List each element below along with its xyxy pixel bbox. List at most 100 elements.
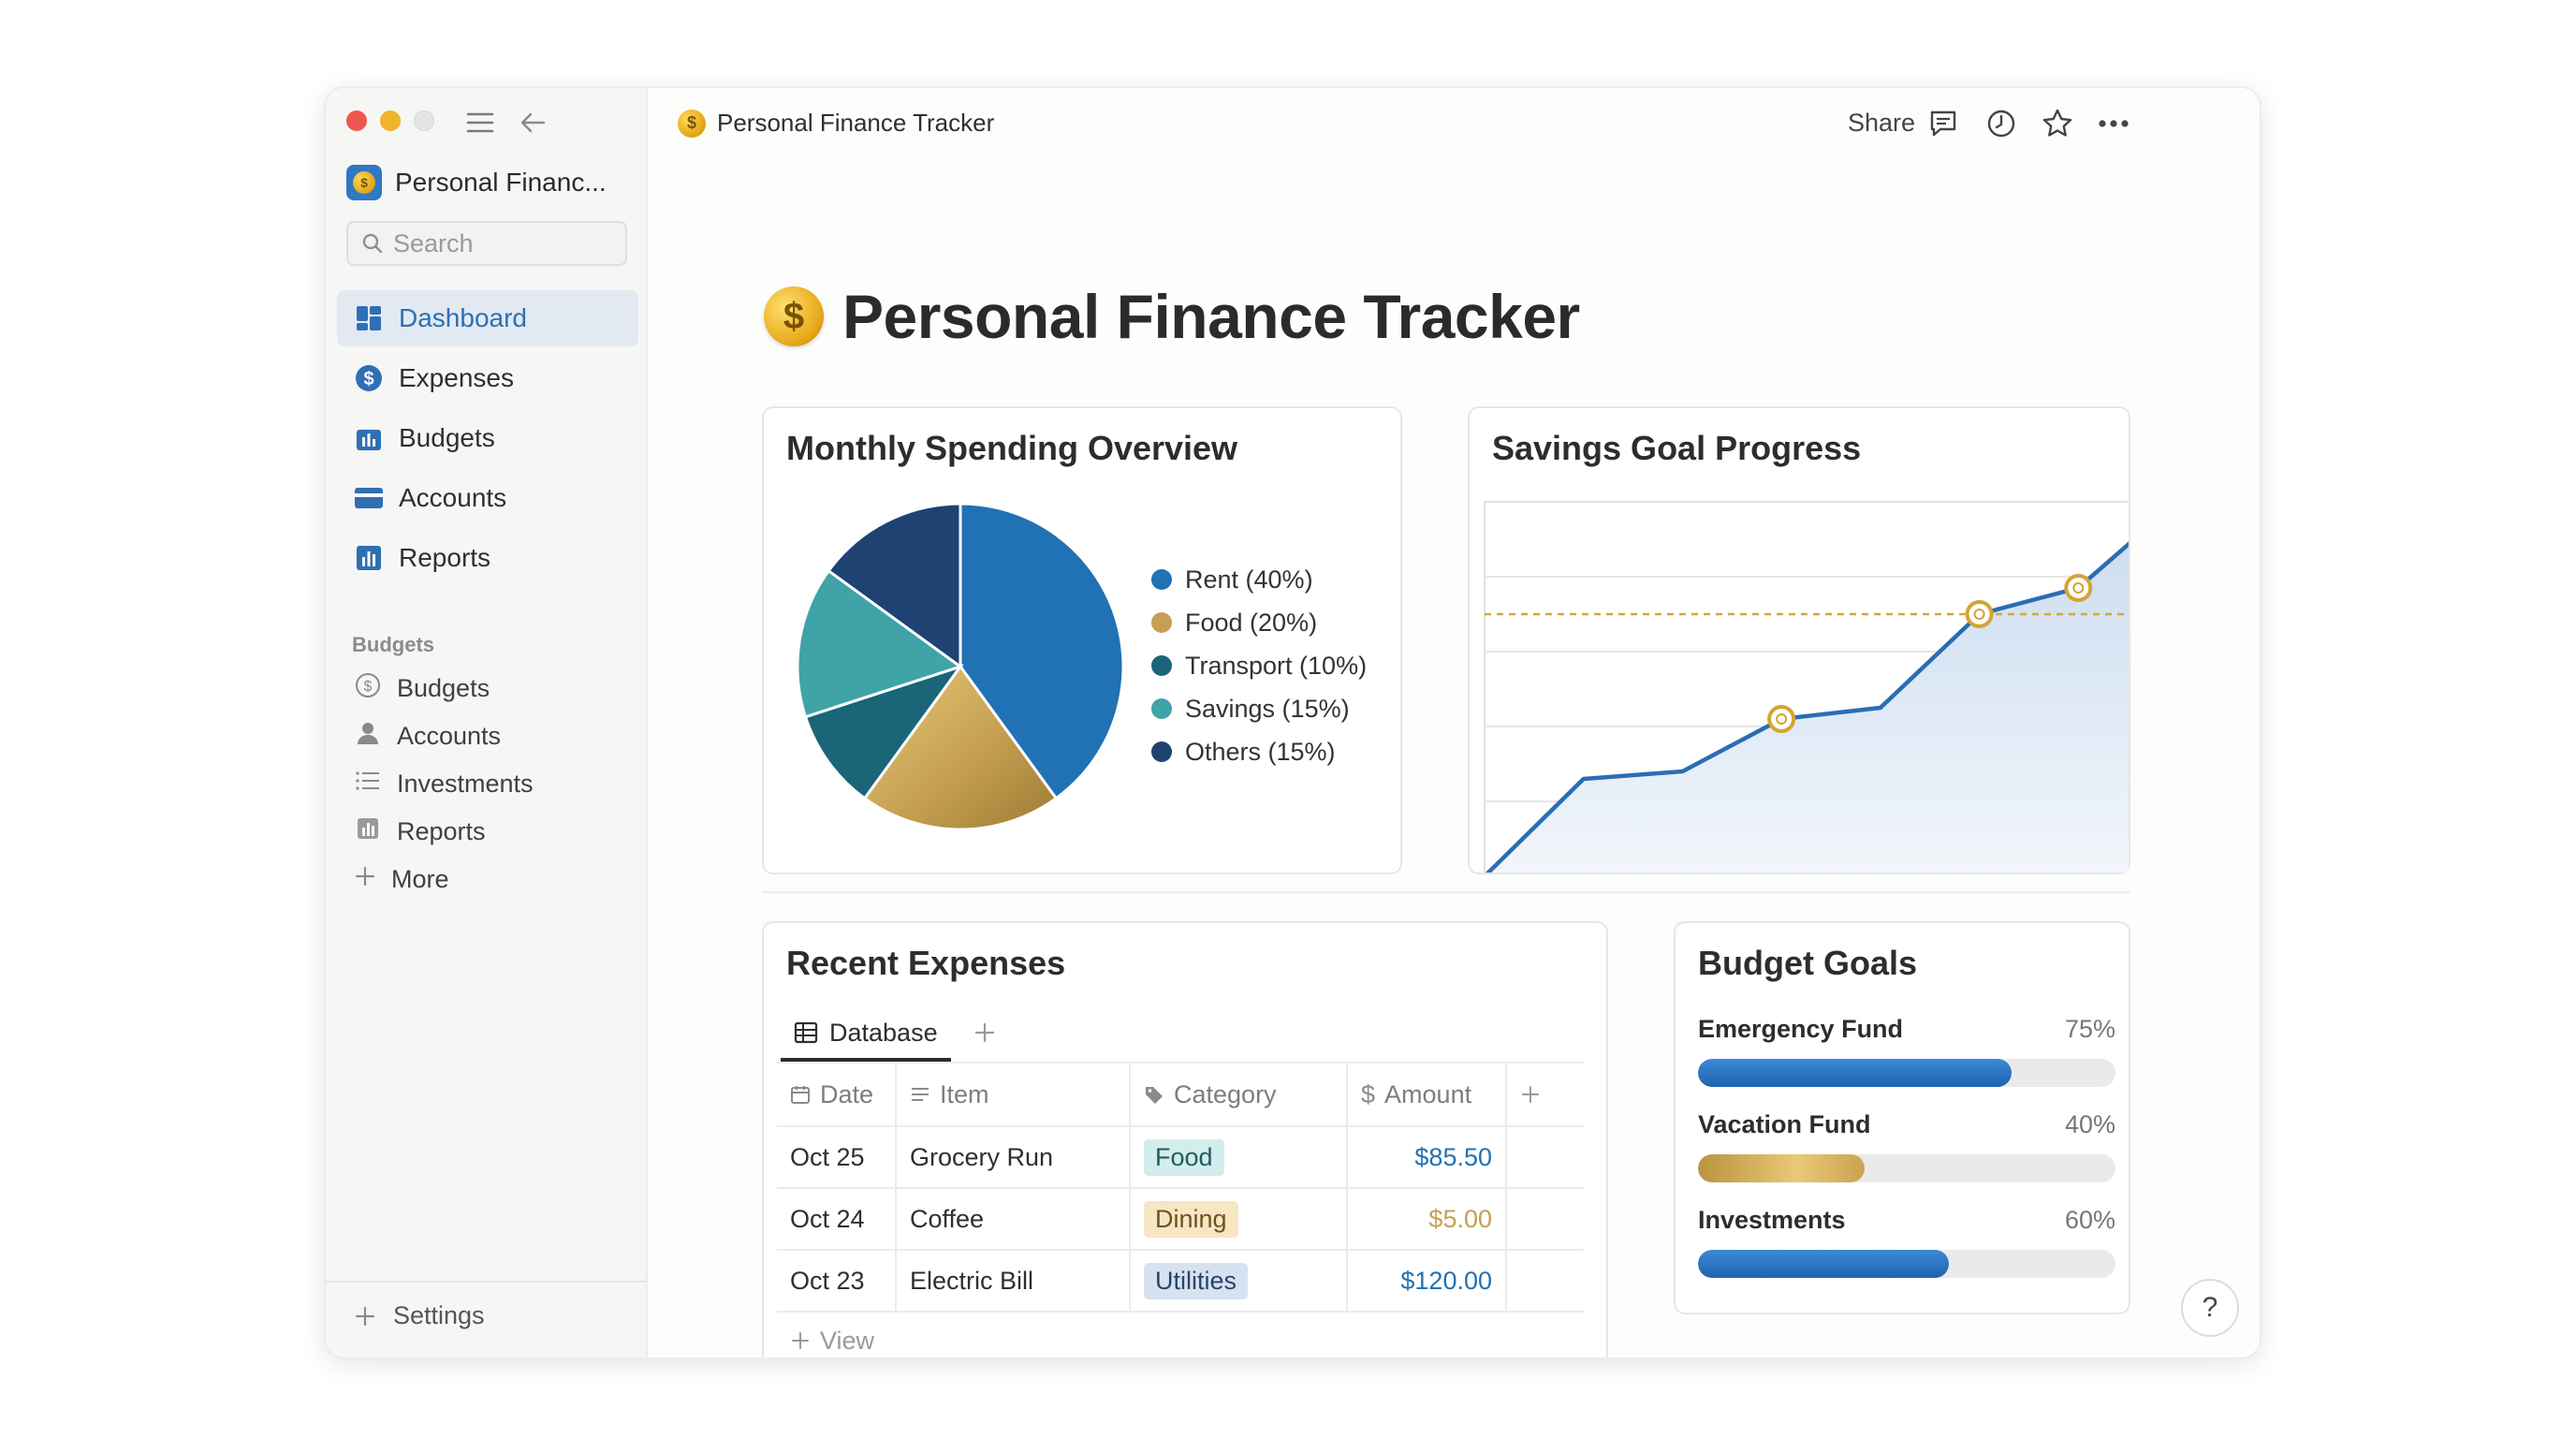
goal-progress-fill — [1698, 1154, 1866, 1182]
section-divider — [762, 891, 2130, 893]
search-icon — [362, 233, 383, 254]
cell-amount: $5.00 — [1348, 1189, 1507, 1249]
spending-pie-chart — [796, 502, 1125, 831]
tab-database[interactable]: Database — [781, 1007, 951, 1062]
share-button[interactable]: Share — [1848, 109, 1916, 137]
chart-icon — [354, 814, 382, 849]
list-icon — [354, 767, 382, 801]
savings-line-chart — [1484, 501, 2129, 873]
sidebar-item-label: More — [391, 864, 449, 893]
page-title: $ Personal Finance Tracker — [764, 281, 1580, 352]
column-header-category[interactable]: Category — [1131, 1064, 1348, 1125]
pie-slice-others[interactable] — [827, 502, 962, 669]
legend-swatch — [1151, 612, 1172, 633]
data-point-marker[interactable] — [1767, 705, 1796, 733]
pie-slice-rent[interactable] — [959, 502, 1125, 800]
legend-swatch — [1151, 741, 1172, 762]
legend-label: Transport (10%) — [1185, 651, 1368, 680]
table-row[interactable]: Oct 24 Coffee Dining $5.00 — [777, 1187, 1584, 1249]
data-point-marker[interactable] — [2064, 574, 2093, 602]
sidebar-item-reports-secondary[interactable]: Reports — [337, 808, 638, 855]
column-header-amount[interactable]: $ Amount — [1348, 1064, 1507, 1125]
history-icon[interactable] — [1984, 107, 2018, 140]
sidebar: $ Personal Financ... Search Dashboard $ … — [326, 88, 648, 1357]
sidebar-item-investments[interactable]: Investments — [337, 760, 638, 807]
search-input[interactable]: Search — [346, 221, 627, 266]
comment-icon[interactable] — [1926, 107, 1960, 140]
breadcrumb[interactable]: $ Personal Finance Tracker — [678, 109, 994, 138]
more-options-icon[interactable] — [2097, 107, 2130, 140]
settings-button[interactable]: Settings — [354, 1301, 485, 1330]
goal-name: Vacation Fund — [1698, 1110, 1871, 1138]
sidebar-item-accounts-secondary[interactable]: Accounts — [337, 712, 638, 759]
settings-label: Settings — [393, 1301, 485, 1329]
help-button[interactable]: ? — [2181, 1279, 2239, 1337]
expenses-table: Date Item Category $ Amount — [777, 1062, 1584, 1357]
dollar-icon: $ — [354, 363, 384, 393]
column-header-label: Amount — [1384, 1079, 1472, 1108]
sidebar-item-budgets-secondary[interactable]: $ Budgets — [337, 665, 638, 712]
cell-date: Oct 24 — [777, 1189, 897, 1249]
add-view-button[interactable]: View — [777, 1311, 1584, 1357]
pie-slice-savings[interactable] — [796, 568, 964, 719]
data-point-marker[interactable] — [1965, 600, 1994, 628]
workspace-switcher[interactable]: $ Personal Financ... — [346, 165, 607, 200]
plus-icon — [792, 1332, 809, 1349]
view-label: View — [820, 1326, 875, 1355]
cell-item: Electric Bill — [897, 1251, 1131, 1311]
legend-label: Food (20%) — [1185, 608, 1318, 637]
legend-swatch — [1151, 569, 1172, 590]
budget-goal-vacation-fund: Vacation Fund 40% — [1698, 1110, 2115, 1182]
column-header-item[interactable]: Item — [897, 1064, 1131, 1125]
goal-progress-track — [1698, 1250, 2115, 1278]
legend-label: Others (15%) — [1185, 737, 1336, 766]
maximize-window-button[interactable] — [414, 110, 434, 131]
goal-percent: 40% — [2064, 1110, 2115, 1138]
pie-slice-transport[interactable] — [803, 664, 964, 800]
empty-cell — [1507, 1251, 1582, 1311]
category-tag[interactable]: Utilities — [1144, 1262, 1249, 1299]
plus-icon — [354, 865, 376, 894]
dollar-circle-icon: $ — [354, 671, 382, 706]
add-view-icon[interactable] — [973, 1021, 996, 1049]
sidebar-item-budgets[interactable]: Budgets — [337, 410, 638, 466]
sidebar-item-label: Reports — [397, 816, 486, 845]
table-row[interactable]: Oct 25 Grocery Run Food $85.50 — [777, 1125, 1584, 1187]
card-title: Budget Goals — [1698, 944, 1918, 982]
minimize-window-button[interactable] — [380, 110, 401, 131]
sidebar-item-label: Reports — [399, 543, 491, 572]
close-window-button[interactable] — [346, 110, 367, 131]
table-row[interactable]: Oct 23 Electric Bill Utilities $120.00 — [777, 1249, 1584, 1311]
cell-category: Food — [1131, 1127, 1348, 1187]
category-tag[interactable]: Food — [1144, 1138, 1224, 1176]
back-arrow-icon[interactable] — [517, 107, 549, 139]
legend-label: Savings (15%) — [1185, 694, 1350, 723]
search-placeholder: Search — [393, 228, 474, 257]
sidebar-item-dashboard[interactable]: Dashboard — [337, 290, 638, 346]
menu-icon[interactable] — [464, 107, 496, 139]
column-header-date[interactable]: Date — [777, 1064, 897, 1125]
legend-label: Rent (40%) — [1185, 565, 1313, 594]
column-header-label: Item — [940, 1079, 989, 1108]
card-title: Monthly Spending Overview — [786, 429, 1238, 467]
sidebar-item-expenses[interactable]: $ Expenses — [337, 350, 638, 406]
cell-amount: $85.50 — [1348, 1127, 1507, 1187]
table-header-row: Date Item Category $ Amount — [777, 1062, 1584, 1125]
tag-icon — [1146, 1087, 1163, 1104]
svg-text:$: $ — [364, 679, 373, 695]
legend-item: Savings (15%) — [1151, 687, 1367, 730]
star-icon[interactable] — [2041, 107, 2074, 140]
savings-goal-card: Savings Goal Progress — [1468, 406, 2130, 874]
goal-progress-fill — [1698, 1250, 1949, 1278]
legend-swatch — [1151, 655, 1172, 676]
sidebar-item-label: Expenses — [399, 363, 514, 392]
sidebar-footer: Settings — [326, 1281, 646, 1357]
cell-item: Coffee — [897, 1189, 1131, 1249]
pie-slice-food[interactable] — [862, 664, 1059, 831]
sidebar-item-reports[interactable]: Reports — [337, 530, 638, 586]
sidebar-item-more[interactable]: More — [337, 856, 638, 902]
category-tag[interactable]: Dining — [1144, 1200, 1238, 1238]
cell-date: Oct 25 — [777, 1127, 897, 1187]
add-column-icon[interactable] — [1507, 1064, 1582, 1125]
sidebar-item-accounts[interactable]: Accounts — [337, 470, 638, 526]
